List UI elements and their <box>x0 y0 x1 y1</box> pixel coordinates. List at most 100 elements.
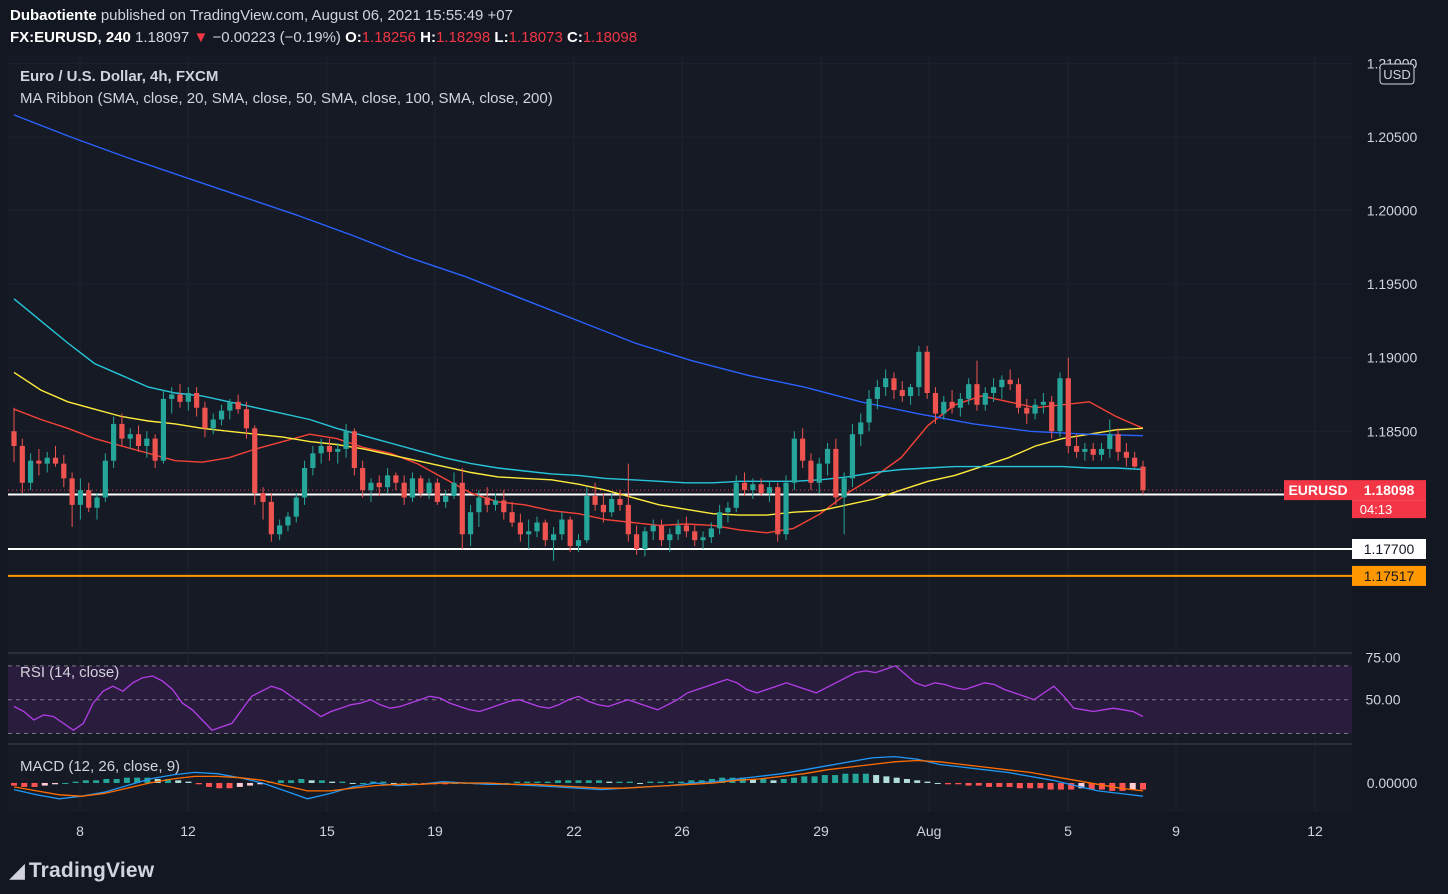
macd-bar <box>698 780 705 783</box>
horizontal-levels[interactable] <box>8 489 1352 577</box>
candle-body <box>459 482 465 535</box>
last-price: 1.18097 <box>135 29 190 46</box>
level-tag <box>1352 538 1426 559</box>
candle-body <box>1115 434 1121 452</box>
candle-body <box>766 487 773 494</box>
candle-body <box>600 504 607 513</box>
candle-body <box>1057 378 1063 432</box>
candle-body <box>1065 378 1071 446</box>
candle-body <box>675 525 681 535</box>
candle-body <box>376 482 382 488</box>
candle-body <box>476 497 482 513</box>
macd-bar <box>31 782 38 787</box>
x-tick-label: 26 <box>674 823 690 839</box>
candle-body <box>467 512 474 535</box>
macd-bar <box>914 780 921 783</box>
macd-bar <box>257 782 264 785</box>
macd-bar <box>1068 782 1075 790</box>
x-tick-label: 15 <box>319 823 335 839</box>
candle-body <box>658 525 665 541</box>
candle-body <box>160 398 167 461</box>
macd-bar <box>821 775 828 783</box>
candle-body <box>542 522 548 541</box>
candle-body <box>94 497 100 508</box>
currency-badge[interactable] <box>1379 63 1415 85</box>
ma-line <box>13 298 1144 484</box>
open-value: 1.18256 <box>361 29 416 46</box>
macd-bar <box>216 782 223 789</box>
candle-body <box>11 431 17 446</box>
candle-body <box>252 428 258 494</box>
price-tag <box>1284 480 1426 501</box>
level-tag-label: 1.17517 <box>1364 568 1415 584</box>
author-name[interactable]: Dubaotiente <box>10 7 97 24</box>
candle-body <box>957 398 963 408</box>
macd-bar <box>791 777 798 783</box>
candle-body <box>791 438 797 483</box>
candle-body <box>517 522 523 535</box>
candle-body <box>268 501 274 535</box>
candle-body <box>816 463 822 483</box>
candle-body <box>194 392 200 408</box>
countdown-label: 04:13 <box>1360 502 1393 517</box>
macd-bar <box>996 782 1003 787</box>
symbol-label: FX:EURUSD, 240 <box>10 29 131 46</box>
macd-bar <box>11 782 17 786</box>
macd-bar <box>175 780 182 783</box>
macd-bar <box>955 782 962 785</box>
macd-bar <box>832 775 839 783</box>
candle-body <box>982 392 988 405</box>
macd-bar <box>52 782 59 785</box>
candle-body <box>1015 384 1022 408</box>
x-tick-label: 12 <box>1307 823 1323 839</box>
tradingview-logo[interactable]: ◢ TradingView <box>10 859 154 883</box>
x-tick-label: 9 <box>1172 823 1180 839</box>
macd-bar <box>339 781 346 783</box>
macd-bar <box>1098 782 1105 790</box>
macd-bar <box>247 782 254 786</box>
macd-bar <box>226 782 233 789</box>
macd-bar <box>667 781 674 783</box>
chart-area[interactable]: 1.210001.205001.200001.195001.190001.185… <box>0 56 1448 848</box>
macd-bar <box>893 777 900 783</box>
candle-body <box>301 468 308 498</box>
macd-bar <box>975 782 982 786</box>
macd-bar <box>585 780 592 783</box>
rsi-band <box>8 665 1352 735</box>
macd-bar <box>534 781 541 783</box>
macd-bar <box>637 782 644 784</box>
price-axis[interactable]: 1.210001.205001.200001.195001.190001.185… <box>1365 56 1417 791</box>
candle-body <box>526 531 532 535</box>
candle-body <box>924 351 930 393</box>
level-tag <box>1352 565 1426 586</box>
macd-bar <box>760 779 767 783</box>
macd-bar <box>195 782 202 785</box>
macd-tick-label: 0.00000 <box>1367 775 1418 791</box>
macd-bar <box>411 782 418 784</box>
candle-body <box>177 394 183 402</box>
x-tick-label: Aug <box>917 823 942 839</box>
countdown-tag <box>1352 500 1426 519</box>
candle-body <box>567 519 573 547</box>
candle-body <box>916 351 922 388</box>
candle-body <box>642 531 648 549</box>
macd-bar <box>688 780 695 783</box>
time-axis[interactable]: 8 12 15 19 22 26 29 Aug 5 9 12 <box>76 823 1323 839</box>
candle-body <box>1040 401 1046 405</box>
y-tick-label: 1.20000 <box>1367 203 1418 219</box>
macd-bar <box>678 781 685 783</box>
macd-bar <box>288 780 295 783</box>
candle-body <box>733 482 739 508</box>
macd-bar <box>123 777 130 783</box>
candle-body <box>285 516 291 526</box>
candle-body <box>999 379 1005 388</box>
ma-line <box>13 114 1144 437</box>
macd-bar <box>82 780 89 783</box>
macd-bar <box>1129 782 1136 790</box>
candle-body <box>185 392 191 402</box>
candle-body <box>1140 466 1146 491</box>
macd-bar <box>986 782 993 787</box>
rsi-line <box>13 665 1144 731</box>
macd-bar <box>1078 782 1085 789</box>
